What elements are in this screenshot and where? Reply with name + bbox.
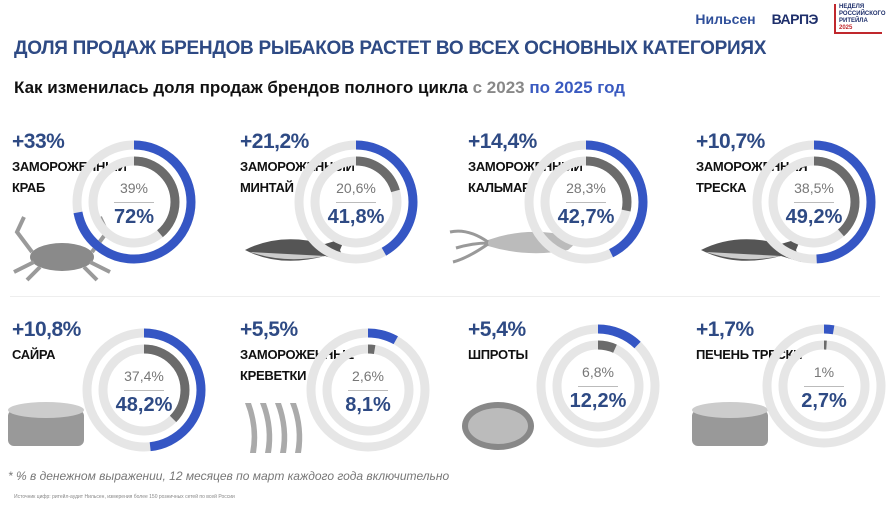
- footnote: * % в денежном выражении, 12 месяцев по …: [8, 469, 450, 483]
- subtitle-to: по 2025 год: [529, 78, 626, 97]
- value-separator: [578, 386, 618, 387]
- share-2025-value: 48,2%: [115, 394, 173, 416]
- share-donut: 20,6% 41,8%: [294, 140, 418, 264]
- share-2023-value: 39%: [119, 180, 149, 196]
- share-2025-arc: [536, 324, 660, 448]
- share-change: +1,7%: [696, 318, 754, 341]
- nielsen-logo: Нильсен: [695, 11, 756, 27]
- share-2025-value: 41,8%: [327, 206, 385, 228]
- category-card: +10,8% Сайра 37,4% 48,2%: [8, 318, 206, 488]
- title-line: минтай: [240, 180, 294, 195]
- category-title: Замороженная треска: [696, 156, 826, 198]
- share-2025-value: 72%: [113, 206, 155, 228]
- share-2023-value: 1%: [813, 364, 835, 380]
- shrimp-image: [240, 398, 310, 463]
- share-change: +10,7%: [696, 130, 765, 153]
- share-2025-arc: [306, 328, 430, 452]
- share-change: +5,5%: [240, 318, 298, 341]
- category-card: +14,4% Замороженный кальмар 28,3% 42,7%: [449, 130, 658, 300]
- subtitle-from: с 2023: [472, 78, 530, 97]
- share-change: +10,8%: [12, 318, 81, 341]
- share-2023-value: 6,8%: [582, 364, 614, 380]
- source-note: Источник цифр: ритейл-аудит Нильсен, изм…: [14, 494, 235, 500]
- share-2023-arc: [310, 156, 402, 248]
- logo-year: 2025: [839, 25, 853, 31]
- share-2025-arc: [524, 140, 648, 264]
- category-card: +10,7% Замороженная треска 38,5% 49,2%: [696, 130, 886, 300]
- partner-logos: Нильсен ВАРПЭ НЕДЕЛЯ РОССИЙСКОГО РИТЕЙЛА…: [695, 4, 886, 34]
- subtitle-main: Как изменилась доля продаж брендов полно…: [14, 78, 473, 97]
- share-2023-arc: [778, 340, 870, 432]
- share-2023-value: 37,4%: [124, 368, 164, 384]
- title-line: кальмар: [468, 180, 531, 195]
- share-2023-value: 2,6%: [352, 368, 384, 384]
- share-donut: 2,6% 8,1%: [306, 328, 430, 452]
- share-2023-arc: [88, 156, 180, 248]
- share-donut: 1% 2,7%: [762, 324, 886, 448]
- share-2025-arc: [294, 140, 418, 264]
- title-line: креветки: [240, 368, 307, 383]
- category-card: +21,2% Замороженный минтай 20,6% 41,8%: [240, 130, 430, 300]
- share-2023-arc: [540, 156, 632, 248]
- value-separator: [348, 390, 388, 391]
- sprats-image: [458, 398, 538, 458]
- value-separator: [804, 386, 844, 387]
- share-donut: 38,5% 49,2%: [752, 140, 876, 264]
- can-image: [6, 400, 86, 455]
- title-line: Замороженная: [696, 159, 808, 174]
- retail-week-logo: НЕДЕЛЯ РОССИЙСКОГО РИТЕЙЛА 2025: [834, 4, 886, 34]
- row-divider: [10, 296, 880, 297]
- category-card: +33% Замороженный краб 39% 72%: [12, 130, 202, 300]
- logo-line: РИТЕЙЛА: [839, 18, 868, 24]
- logo-line: РОССИЙСКОГО: [839, 11, 886, 17]
- share-2023-arc: [768, 156, 860, 248]
- title-line: краб: [12, 180, 45, 195]
- title-line: Шпроты: [468, 347, 528, 362]
- share-2023-value: 28,3%: [566, 180, 606, 196]
- value-separator: [124, 390, 164, 391]
- share-2025-arc: [762, 324, 886, 448]
- share-2023-arc: [552, 340, 644, 432]
- value-separator: [566, 202, 606, 203]
- category-card: +1,7% Печень трески 1% 2,7%: [692, 318, 886, 488]
- logo-line: НЕДЕЛЯ: [839, 4, 865, 10]
- share-change: +21,2%: [240, 130, 309, 153]
- category-title: Сайра: [12, 344, 142, 365]
- share-change: +14,4%: [468, 130, 537, 153]
- share-2025-value: 42,7%: [557, 206, 615, 228]
- category-card: +5,5% Замороженные креветки 2,6% 8,1%: [240, 318, 430, 488]
- share-2023-value: 20,6%: [336, 180, 376, 196]
- value-separator: [794, 202, 834, 203]
- share-change: +5,4%: [468, 318, 526, 341]
- category-card: +5,4% Шпроты 6,8% 12,2%: [462, 318, 660, 488]
- title-line: треска: [696, 180, 747, 195]
- title-line: Сайра: [12, 347, 56, 362]
- share-change: +33%: [12, 130, 65, 153]
- share-2025-value: 2,7%: [801, 390, 847, 412]
- can-image: [690, 400, 770, 455]
- share-donut: 39% 72%: [72, 140, 196, 264]
- share-2023-arc: [322, 344, 414, 436]
- share-2023-value: 38,5%: [794, 180, 834, 196]
- share-2025-value: 8,1%: [345, 394, 391, 416]
- share-2023-arc: [98, 344, 190, 436]
- share-2025-arc: [72, 140, 196, 264]
- value-separator: [336, 202, 376, 203]
- page-title: ДОЛЯ ПРОДАЖ БРЕНДОВ РЫБАКОВ РАСТЕТ ВО ВС…: [14, 38, 767, 59]
- varpe-logo: ВАРПЭ: [771, 11, 819, 27]
- share-donut: 28,3% 42,7%: [524, 140, 648, 264]
- subtitle: Как изменилась доля продаж брендов полно…: [14, 78, 625, 98]
- share-donut: 37,4% 48,2%: [82, 328, 206, 452]
- share-donut: 6,8% 12,2%: [536, 324, 660, 448]
- share-2025-arc: [82, 328, 206, 452]
- category-title: Шпроты: [468, 344, 598, 365]
- share-2025-value: 49,2%: [785, 206, 843, 228]
- share-2025-arc: [752, 140, 876, 264]
- share-2025-value: 12,2%: [569, 390, 627, 412]
- value-separator: [114, 202, 154, 203]
